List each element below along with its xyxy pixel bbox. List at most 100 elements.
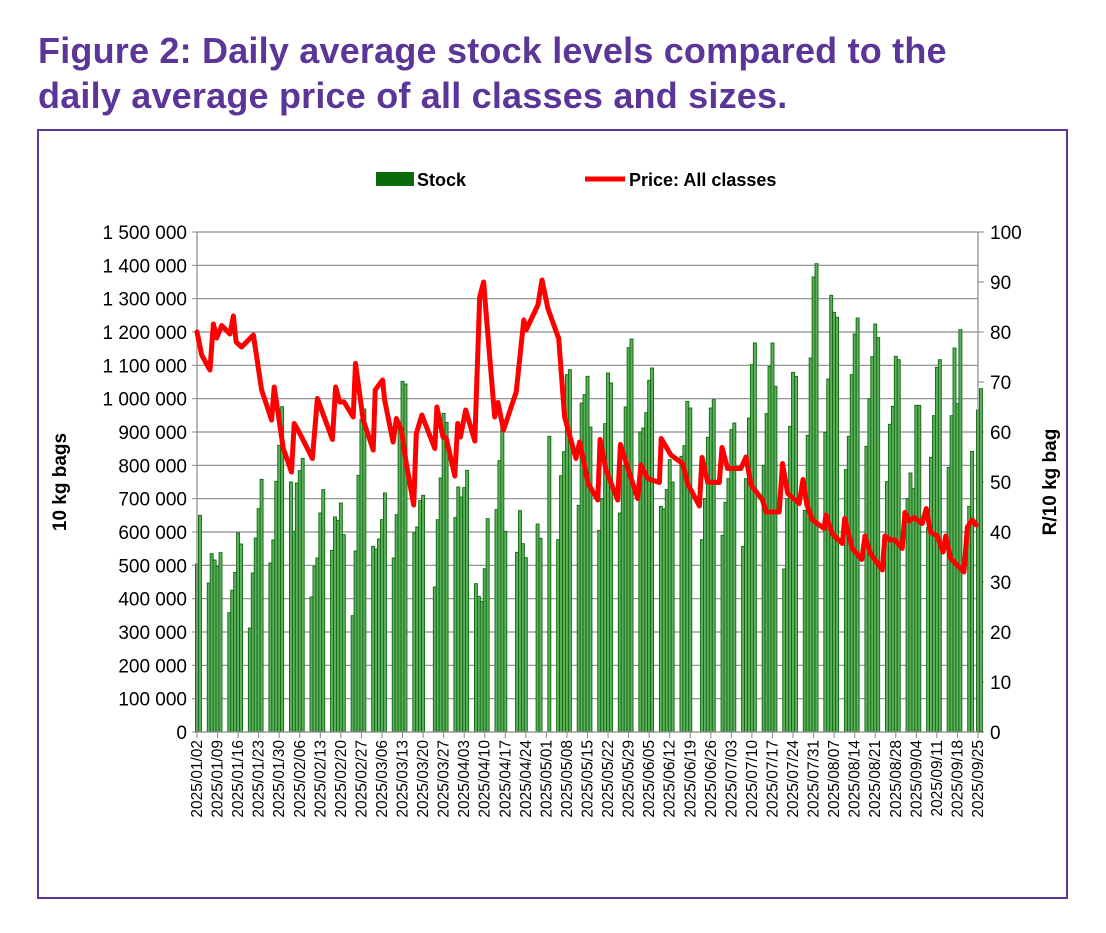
y-left-tick-label: 500 000 <box>118 556 187 577</box>
stock-bar <box>688 407 693 733</box>
stock-bar <box>362 408 367 733</box>
stock-bar <box>523 557 528 733</box>
y-left-tick-label: 1 000 000 <box>102 390 187 411</box>
x-tick-label: 2025/05/29 <box>621 740 638 818</box>
x-tick-label: 2025/09/11 <box>929 740 946 816</box>
stock-bar <box>670 481 675 733</box>
y-right-tick-label: 10 <box>990 673 1011 694</box>
stock-bar <box>855 317 860 733</box>
figure-title: Figure 2: Daily average stock levels com… <box>38 28 947 118</box>
y-left-tick-label: 200 000 <box>118 656 187 677</box>
figure-title-line-1: Figure 2: Daily average stock levels com… <box>38 30 947 71</box>
x-tick-label: 2025/01/09 <box>210 740 227 818</box>
y-right-tick-label: 90 <box>990 273 1011 294</box>
x-tick-label: 2025/08/14 <box>847 740 864 818</box>
stock-bars <box>195 263 983 733</box>
stock-bar <box>259 478 264 733</box>
stock-bar <box>752 342 757 733</box>
x-tick-label: 2025/09/25 <box>970 740 987 818</box>
stock-bar <box>629 338 634 733</box>
y-left-tick-label: 400 000 <box>118 590 187 611</box>
legend-stock-label: Stock <box>417 170 467 190</box>
stock-bar <box>794 375 798 733</box>
x-tick-label: 2025/01/23 <box>251 740 268 818</box>
chart-frame <box>37 129 1068 899</box>
x-tick-label: 2025/07/10 <box>744 740 761 818</box>
stock-bar <box>958 329 963 733</box>
x-tick-label: 2025/08/07 <box>826 740 843 818</box>
stock-bar <box>421 494 426 733</box>
x-tick-label: 2025/07/03 <box>723 740 740 818</box>
x-tick-label: 2025/09/18 <box>949 740 966 818</box>
x-tick-label: 2025/04/10 <box>477 740 494 818</box>
x-tick-label: 2025/02/13 <box>312 740 329 818</box>
stock-bar <box>588 426 593 733</box>
x-tick-label: 2025/07/31 <box>806 740 823 818</box>
x-tick-label: 2025/04/24 <box>518 740 535 818</box>
x-tick-label: 2025/05/08 <box>559 740 576 818</box>
x-tick-label: 2025/03/06 <box>374 740 391 818</box>
x-tick-label: 2025/05/15 <box>580 740 597 818</box>
x-tick-label: 2025/08/21 <box>867 740 884 818</box>
y-left-tick-label: 300 000 <box>118 623 187 644</box>
y-right-tick-label: 50 <box>990 473 1011 494</box>
stock-bar <box>773 385 778 733</box>
y-right-tick-label: 60 <box>990 423 1011 444</box>
legend-price-label: Price: All classes <box>629 170 776 190</box>
x-tick-label: 2025/01/02 <box>189 740 206 818</box>
y-left-tick-label: 1 500 000 <box>102 223 187 244</box>
x-tick-label: 2025/02/06 <box>292 740 309 818</box>
stock-bar <box>239 543 243 733</box>
stock-bar <box>917 404 922 733</box>
stock-bar <box>465 469 470 733</box>
y-axis-left-ticks: 0 100 000 200 000 300 000 400 000 500 000 600 … <box>102 223 187 744</box>
x-tick-label: 2025/06/19 <box>682 740 699 818</box>
y-axis-right-title: R/10 kg bag <box>1040 429 1061 536</box>
stock-bar <box>538 537 543 733</box>
stock-bar <box>609 382 613 733</box>
x-tick-label: 2025/08/28 <box>888 740 905 818</box>
stock-bar <box>547 435 552 733</box>
stock-bar <box>444 421 449 733</box>
legend-stock-swatch <box>376 172 414 186</box>
y-left-tick-label: 900 000 <box>118 423 187 444</box>
price-line <box>194 277 979 575</box>
x-tick-label: 2025/04/17 <box>497 740 514 818</box>
stock-bar <box>300 457 305 733</box>
x-tick-label: 2025/02/27 <box>353 740 370 818</box>
stock-bar <box>814 263 819 733</box>
stock-bar <box>876 337 881 733</box>
y-right-tick-label: 0 <box>990 723 1001 744</box>
x-axis-ticks: 2025/01/02 2025/01/09 2025/01/16 2025/01/23… <box>189 732 987 818</box>
figure-title-line-2: daily average price of all classes and s… <box>38 75 788 116</box>
x-tick-label: 2025/09/04 <box>908 740 925 818</box>
stock-bar <box>341 534 346 733</box>
stock-bar <box>503 530 508 733</box>
y-left-tick-label: 100 000 <box>118 690 187 711</box>
x-tick-label: 2025/05/22 <box>600 740 617 818</box>
x-tick-label: 2025/07/17 <box>764 740 781 818</box>
stock-bar <box>835 316 840 733</box>
y-right-tick-label: 20 <box>990 623 1011 644</box>
stock-bar <box>711 399 716 733</box>
stock-bar <box>650 367 655 733</box>
x-tick-label: 2025/06/12 <box>662 740 679 818</box>
x-tick-label: 2025/01/16 <box>230 740 247 818</box>
x-tick-label: 2025/03/27 <box>436 740 453 818</box>
stock-bar <box>970 450 975 733</box>
y-right-tick-label: 80 <box>990 323 1011 344</box>
stock-bar <box>485 518 490 733</box>
stock-bar <box>382 492 387 733</box>
y-left-tick-label: 1 400 000 <box>102 256 187 277</box>
x-tick-label: 2025/01/30 <box>271 740 288 818</box>
x-tick-label: 2025/06/26 <box>703 740 720 818</box>
stock-bar <box>197 514 202 733</box>
y-left-tick-label: 600 000 <box>118 523 187 544</box>
x-tick-label: 2025/06/05 <box>641 740 658 818</box>
y-right-tick-label: 40 <box>990 523 1011 544</box>
x-tick-label: 2025/07/24 <box>785 740 802 818</box>
y-right-tick-label: 70 <box>990 373 1011 394</box>
y-left-tick-label: 800 000 <box>118 456 187 477</box>
y-left-tick-label: 1 200 000 <box>102 323 187 344</box>
legend: Stock Price: All classes <box>376 170 776 190</box>
